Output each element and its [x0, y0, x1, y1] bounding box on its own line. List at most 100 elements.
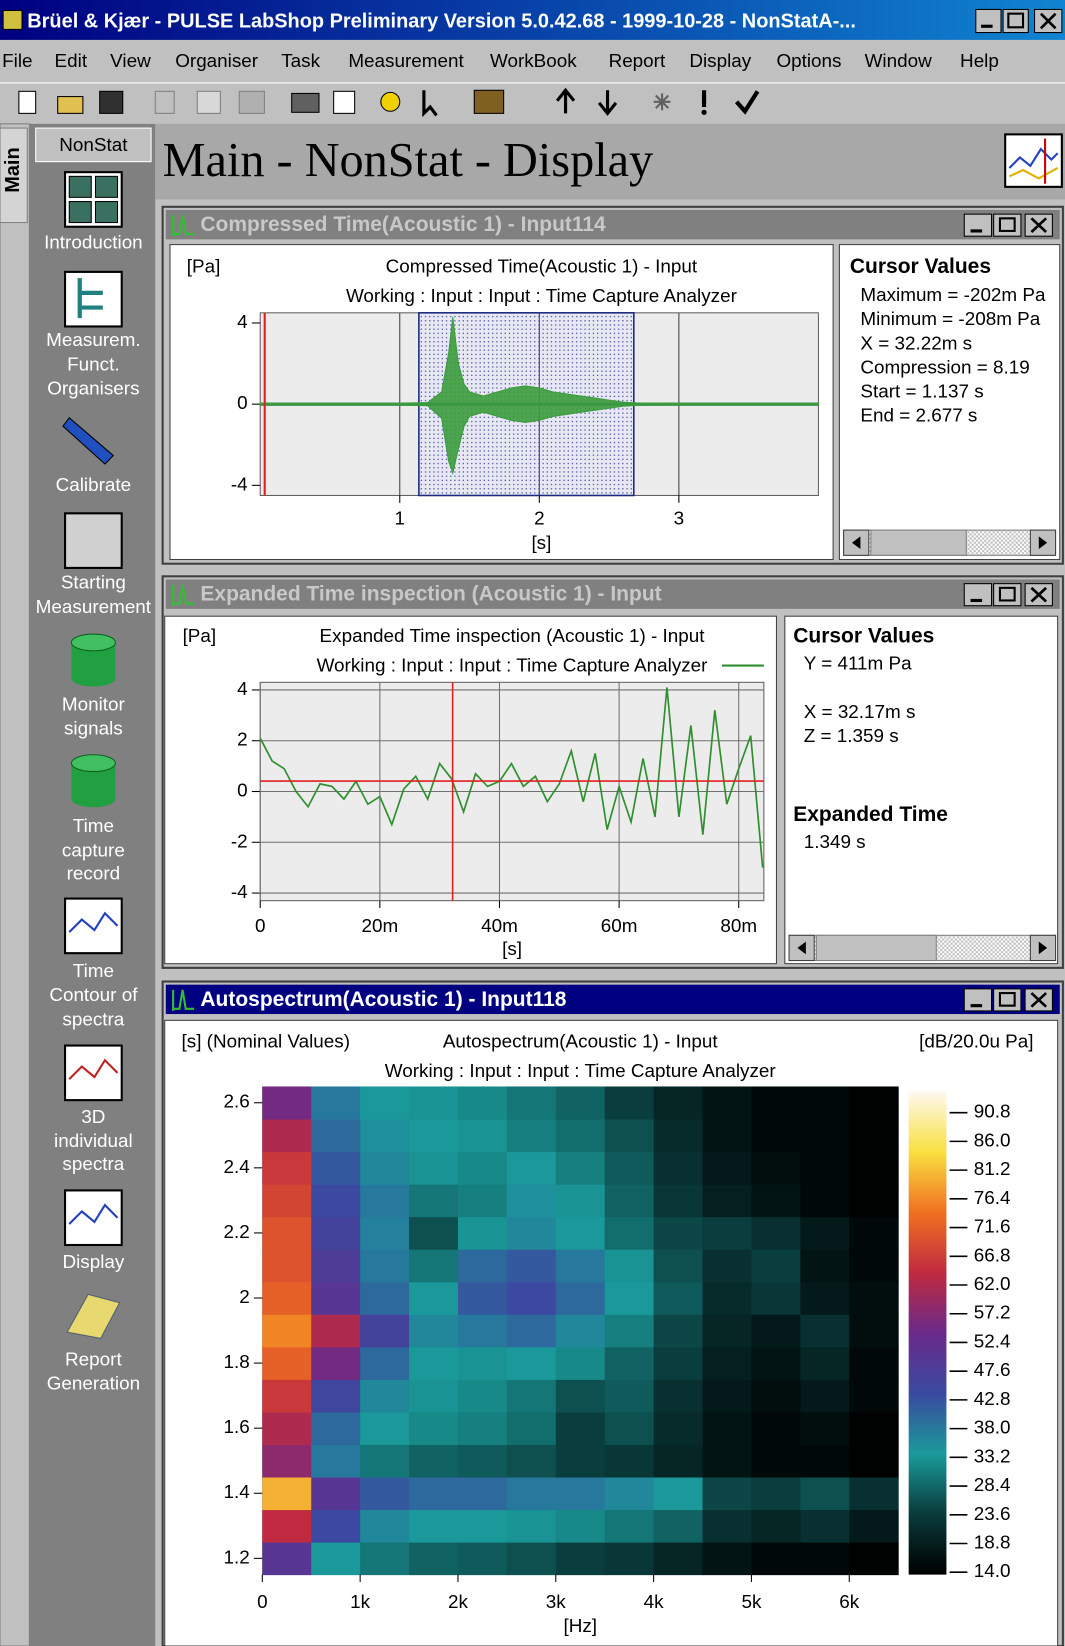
- heatmap-cell: [506, 1444, 557, 1478]
- heatmap-cell: [457, 1411, 508, 1445]
- copy-button[interactable]: [196, 90, 221, 114]
- menu-item[interactable]: View: [110, 51, 151, 72]
- scroll-thumb[interactable]: [815, 934, 937, 962]
- asterisk-button[interactable]: [653, 93, 671, 111]
- title-bar: [0, 0, 1065, 40]
- up-button[interactable]: [555, 87, 576, 114]
- heatmap-cell: [849, 1086, 899, 1120]
- heatmap-cell: [457, 1346, 508, 1380]
- save-button[interactable]: [99, 90, 124, 114]
- film-button[interactable]: [473, 89, 505, 114]
- sidebar-label: Funct.: [67, 354, 119, 375]
- heatmap-cell: [506, 1542, 557, 1576]
- unit-label: [Pa]: [187, 257, 221, 278]
- heatmap-cell: [702, 1119, 752, 1153]
- cursor-box: [784, 615, 1059, 965]
- y-tick-label: 0: [237, 780, 247, 801]
- heatmap-cell: [555, 1314, 606, 1348]
- sidebar-icon[interactable]: [64, 897, 123, 955]
- heatmap-cell: [262, 1346, 312, 1380]
- heatmap-cell: [849, 1249, 899, 1283]
- menu-item[interactable]: Task: [281, 51, 320, 72]
- window-min-button[interactable]: [963, 583, 993, 607]
- help-button[interactable]: [380, 91, 401, 112]
- menu-item[interactable]: Window: [865, 51, 932, 72]
- heatmap-cell: [457, 1444, 508, 1478]
- button-glyph: [1030, 992, 1048, 1008]
- heatmap-cell: [409, 1476, 459, 1511]
- group-button[interactable]: [35, 127, 152, 163]
- menu-item[interactable]: Report: [609, 51, 666, 72]
- colorbar-tick-label: 14.0: [974, 1561, 1011, 1582]
- heatmap-cell: [555, 1542, 606, 1576]
- menu-item[interactable]: Edit: [55, 51, 88, 72]
- heatmap-cell: [262, 1281, 312, 1315]
- heatmap-cell: [604, 1379, 655, 1413]
- heatmap-cell: [653, 1509, 704, 1543]
- menu-item[interactable]: Display: [689, 51, 751, 72]
- toolbar: [0, 82, 1065, 118]
- preview-button[interactable]: [333, 90, 356, 114]
- print-button[interactable]: [291, 92, 320, 113]
- sidebar-label: Monitor: [62, 694, 125, 715]
- button-glyph: [998, 586, 1016, 602]
- heatmap-cell: [653, 1216, 704, 1250]
- heatmap-cell: [702, 1281, 752, 1315]
- minimize-button[interactable]: [975, 8, 1002, 34]
- cut-button[interactable]: [154, 90, 175, 114]
- menu-item[interactable]: Help: [960, 51, 999, 72]
- sidebar-label: capture: [62, 840, 125, 861]
- main-tab[interactable]: [0, 127, 28, 224]
- heatmap-cell: [506, 1476, 557, 1511]
- heatmap-cell: [702, 1151, 752, 1185]
- menu-item[interactable]: File: [2, 51, 32, 72]
- heatmap-cell: [360, 1249, 410, 1283]
- heatmap-cell: [457, 1249, 508, 1283]
- window-min-button[interactable]: [963, 213, 993, 237]
- window-min-button[interactable]: [963, 988, 993, 1012]
- heatmap-cell: [555, 1281, 606, 1315]
- window-titlebar: [165, 984, 1060, 1015]
- sidebar-icon-glyph: [68, 1203, 119, 1225]
- y-tick-label: 2.2: [223, 1222, 249, 1243]
- window-icon: [172, 584, 195, 606]
- menu-item[interactable]: Measurement: [348, 51, 464, 72]
- sidebar-icon[interactable]: [64, 1189, 123, 1247]
- heatmap-cell: [702, 1216, 752, 1250]
- sidebar-icon-top: [70, 633, 116, 652]
- sidebar-icon[interactable]: [66, 1293, 121, 1340]
- heatmap-cell: [800, 1509, 850, 1543]
- sidebar-icon[interactable]: [64, 512, 123, 569]
- heatmap-cell: [653, 1411, 704, 1445]
- scroll-thumb[interactable]: [870, 529, 967, 556]
- new-button[interactable]: [18, 90, 37, 114]
- heatmap-cell: [262, 1411, 312, 1445]
- button-glyph: [1030, 217, 1048, 233]
- heatmap-cell: [360, 1119, 410, 1153]
- heatmap-cell: [702, 1411, 752, 1445]
- x-tick-label: 0: [255, 916, 265, 937]
- menu-item[interactable]: Organiser: [175, 51, 258, 72]
- menu-item[interactable]: WorkBook: [490, 51, 577, 72]
- context-help-button[interactable]: [422, 90, 438, 118]
- x-tick-label: 20m: [361, 916, 398, 937]
- heatmap-cell: [653, 1086, 704, 1120]
- sidebar-label: spectra: [62, 1154, 124, 1175]
- menu-item[interactable]: Options: [776, 51, 841, 72]
- heatmap-cell: [751, 1281, 801, 1315]
- sidebar-label: Contour of: [49, 985, 138, 1006]
- y-tick-label: 1.4: [223, 1482, 249, 1503]
- sidebar-icon[interactable]: [64, 1044, 123, 1102]
- heatmap-cell: [457, 1281, 508, 1315]
- paste-button[interactable]: [238, 90, 265, 114]
- heatmap-cell: [262, 1151, 312, 1185]
- heatmap-cell: [653, 1281, 704, 1315]
- sidebar-icon[interactable]: [62, 417, 115, 465]
- heatmap-cell: [311, 1314, 361, 1348]
- sidebar-icon[interactable]: [64, 270, 123, 328]
- open-button[interactable]: [57, 96, 84, 114]
- heatmap-cell: [800, 1184, 850, 1218]
- colorbar: [908, 1091, 947, 1575]
- check-button[interactable]: [735, 90, 760, 115]
- down-button[interactable]: [597, 90, 618, 116]
